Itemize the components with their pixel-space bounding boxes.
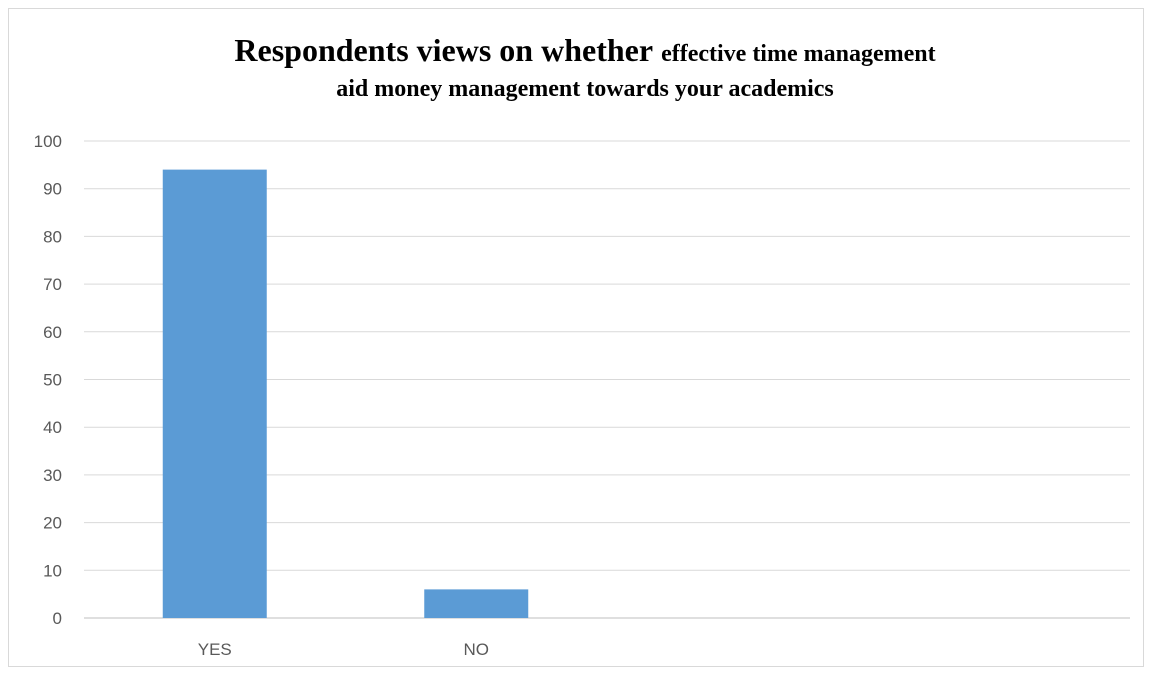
bar-yes (162, 169, 267, 618)
x-tick-label: YES (198, 640, 232, 659)
y-tick-label: 30 (43, 466, 62, 485)
bar-no (424, 589, 529, 618)
bars (162, 169, 529, 618)
chart-title-line1: Respondents views on whether effective t… (0, 30, 1152, 70)
y-tick-label: 50 (43, 371, 62, 390)
x-tick-label: NO (464, 640, 490, 659)
chart-title-line2: aid money management towards your academ… (336, 76, 834, 102)
y-tick-label: 60 (43, 323, 62, 342)
x-axis-ticks: YES NO (198, 640, 489, 659)
y-tick-label: 0 (53, 609, 62, 628)
chart-title-main: Respondents views on whether (234, 32, 654, 68)
y-tick-label: 100 (34, 132, 62, 151)
y-tick-label: 80 (43, 227, 62, 246)
y-tick-label: 20 (43, 514, 62, 533)
y-tick-label: 90 (43, 180, 62, 199)
chart-title-sub: effective time management (661, 41, 936, 67)
y-tick-label: 70 (43, 275, 62, 294)
y-tick-label: 40 (43, 418, 62, 437)
y-axis-ticks: 0 10 20 30 40 50 60 70 80 90 100 (34, 132, 62, 628)
chart-title: Respondents views on whether effective t… (0, 30, 1152, 104)
y-tick-label: 10 (43, 561, 62, 580)
